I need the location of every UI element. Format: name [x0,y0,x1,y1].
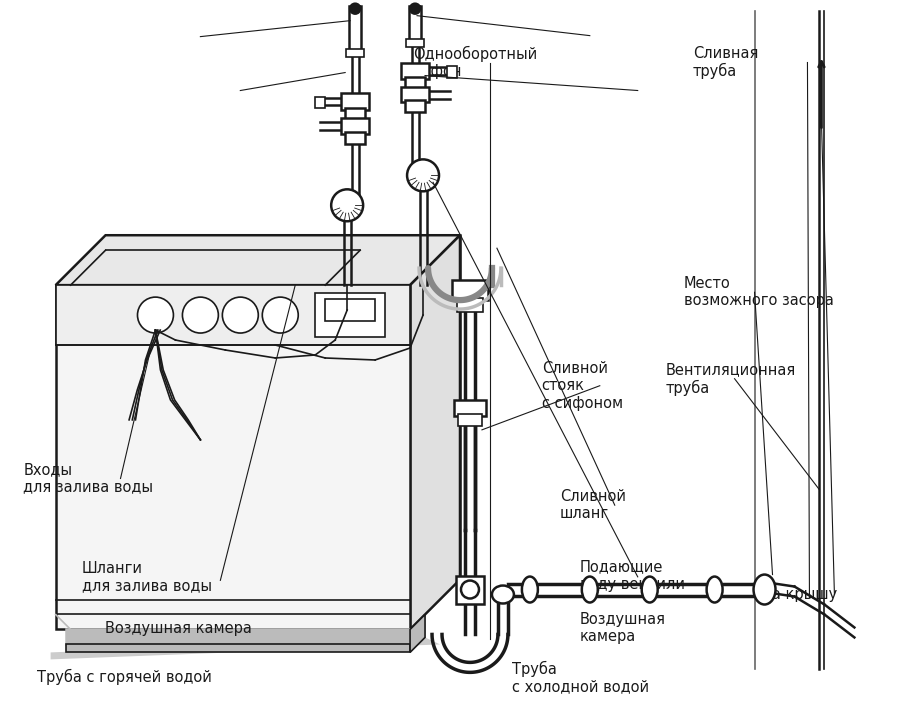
Text: Труба
с холодной водой: Труба с холодной водой [512,660,649,694]
Circle shape [138,297,173,333]
Text: Место
возможного засора: Место возможного засора [684,276,834,308]
Bar [342,118,369,134]
Bar [325,299,375,321]
Ellipse shape [459,584,481,601]
Ellipse shape [461,581,479,598]
Bar [346,49,364,56]
Bar [401,63,429,79]
Text: Воздушная
камера: Воздушная камера [580,612,666,644]
Polygon shape [105,235,460,579]
Bar [452,280,488,300]
Ellipse shape [522,577,538,603]
Bar [406,39,424,46]
Bar [65,629,410,644]
Text: Сливной
стояк
с сифоном: Сливной стояк с сифоном [542,361,622,410]
Bar [315,293,385,337]
Bar [458,414,482,426]
Ellipse shape [582,577,598,603]
Text: Труба с горячей водой: Труба с горячей водой [37,670,212,686]
Text: Подающие
воду вентили: Подающие воду вентили [580,559,685,591]
Ellipse shape [707,577,723,603]
Polygon shape [55,235,460,285]
Bar [401,87,429,103]
Bar [454,400,486,416]
Circle shape [263,297,298,333]
Bar [315,96,325,108]
Circle shape [407,159,439,191]
Polygon shape [410,615,425,653]
Bar [405,77,425,91]
Bar [405,101,425,113]
Ellipse shape [641,577,658,603]
Bar [342,92,369,111]
Bar [410,6,421,41]
Bar [65,644,410,653]
Bar [447,65,457,77]
Circle shape [182,297,218,333]
Circle shape [350,4,361,13]
Bar [55,285,410,345]
Ellipse shape [754,574,776,605]
Text: Сливная
труба: Сливная труба [693,46,758,80]
Circle shape [332,189,363,221]
Text: Входы
для залива воды: Входы для залива воды [24,463,153,495]
Circle shape [410,4,420,13]
Text: Воздушная камера: Воздушная камера [105,621,252,636]
Polygon shape [51,637,440,660]
Bar [345,132,365,144]
Text: Однооборотный
сифон: Однооборотный сифон [413,46,537,80]
Text: Шланги
для залива воды: Шланги для залива воды [82,560,212,593]
Bar [456,576,484,603]
Text: Сливной
шланг: Сливной шланг [560,489,626,522]
Bar [55,285,410,629]
Text: Вентиляционная
труба: Вентиляционная труба [666,362,795,396]
Polygon shape [410,235,460,629]
Bar [349,6,361,51]
Bar [457,298,483,312]
Circle shape [222,297,258,333]
Text: На крышу: На крышу [760,587,837,602]
Ellipse shape [492,586,514,603]
Bar [345,108,365,122]
